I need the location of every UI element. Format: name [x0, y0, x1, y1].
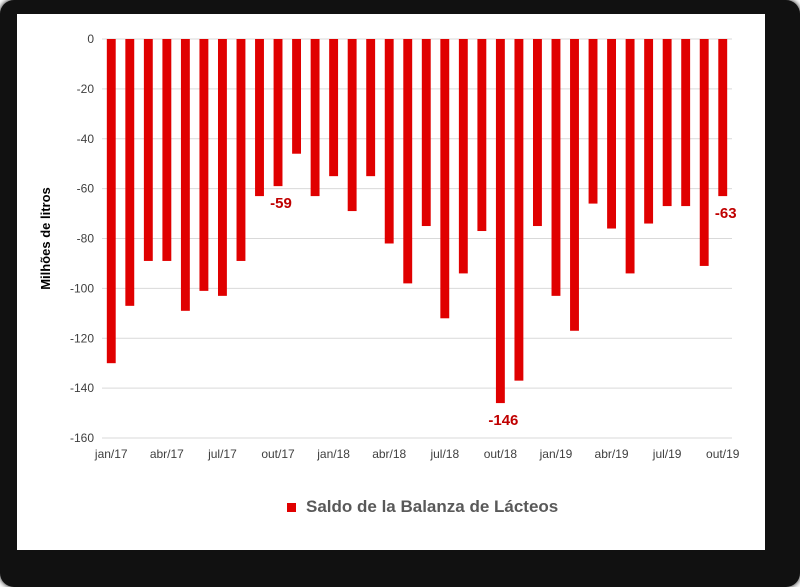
bar	[532, 39, 542, 227]
bar	[310, 39, 320, 197]
bar-chart: 0 -20 -40 -60 -80 -100 -120 -140 -160 Milhões de …	[38, 32, 740, 461]
y-axis-label: Milhões de litros	[38, 187, 53, 290]
bar	[180, 39, 190, 311]
legend-swatch	[287, 502, 296, 512]
x-tick-label: abr/17	[150, 447, 184, 461]
legend-label: Saldo de la Balanza de Lácteos	[306, 497, 559, 516]
bar	[477, 39, 487, 232]
bar	[495, 39, 505, 404]
bar	[551, 39, 561, 296]
bar	[217, 39, 227, 296]
bar	[255, 39, 264, 197]
bar	[292, 39, 302, 154]
chart-card: 0 -20 -40 -60 -80 -100 -120 -140 -160 Milhões de …	[17, 14, 765, 550]
y-tick-label: -80	[77, 232, 95, 246]
bar	[625, 39, 635, 274]
bar	[384, 39, 394, 244]
data-label: -59	[270, 195, 292, 212]
legend: Saldo de la Balanza de Lácteos	[287, 497, 558, 517]
y-tick-label: 0	[87, 32, 94, 46]
y-tick-label: -160	[70, 431, 94, 445]
y-tick-label: -140	[70, 381, 94, 395]
x-tick-label: jul/18	[429, 447, 459, 461]
x-tick-label: jan/17	[94, 447, 128, 461]
y-tick-label: -60	[77, 182, 95, 196]
bar	[143, 39, 153, 261]
x-tick-label: jul/17	[207, 447, 237, 461]
bar	[403, 39, 413, 284]
x-tick-label: abr/19	[595, 447, 629, 461]
x-tick-label: out/17	[261, 447, 295, 461]
x-tick-label: jul/19	[652, 447, 682, 461]
bar	[440, 39, 450, 319]
y-tick-label: -20	[77, 82, 95, 96]
bar	[699, 39, 709, 266]
bar	[421, 39, 431, 227]
bar	[347, 39, 357, 212]
x-tick-label: out/18	[484, 447, 518, 461]
bar	[681, 39, 691, 207]
bar	[588, 39, 598, 204]
bar	[514, 39, 524, 381]
bar	[106, 39, 116, 364]
bar	[125, 39, 135, 306]
bar	[662, 39, 672, 207]
bar	[236, 39, 246, 261]
bar	[644, 39, 654, 224]
y-tick-label: -100	[70, 281, 94, 295]
bar	[329, 39, 339, 177]
bar	[458, 39, 468, 274]
x-tick-label: abr/18	[372, 447, 406, 461]
x-tick-label: jan/18	[316, 447, 350, 461]
bar	[570, 39, 579, 331]
bar	[162, 39, 172, 261]
y-tick-label: -120	[70, 331, 94, 345]
y-tick-label: -40	[77, 132, 95, 146]
bar	[718, 39, 728, 197]
bar	[366, 39, 376, 177]
x-tick-label: out/19	[706, 447, 740, 461]
bar	[199, 39, 209, 291]
bar	[607, 39, 617, 229]
x-tick-label: jan/19	[539, 447, 573, 461]
bar	[273, 39, 283, 187]
data-label: -146	[488, 412, 518, 429]
data-label: -63	[715, 205, 737, 222]
